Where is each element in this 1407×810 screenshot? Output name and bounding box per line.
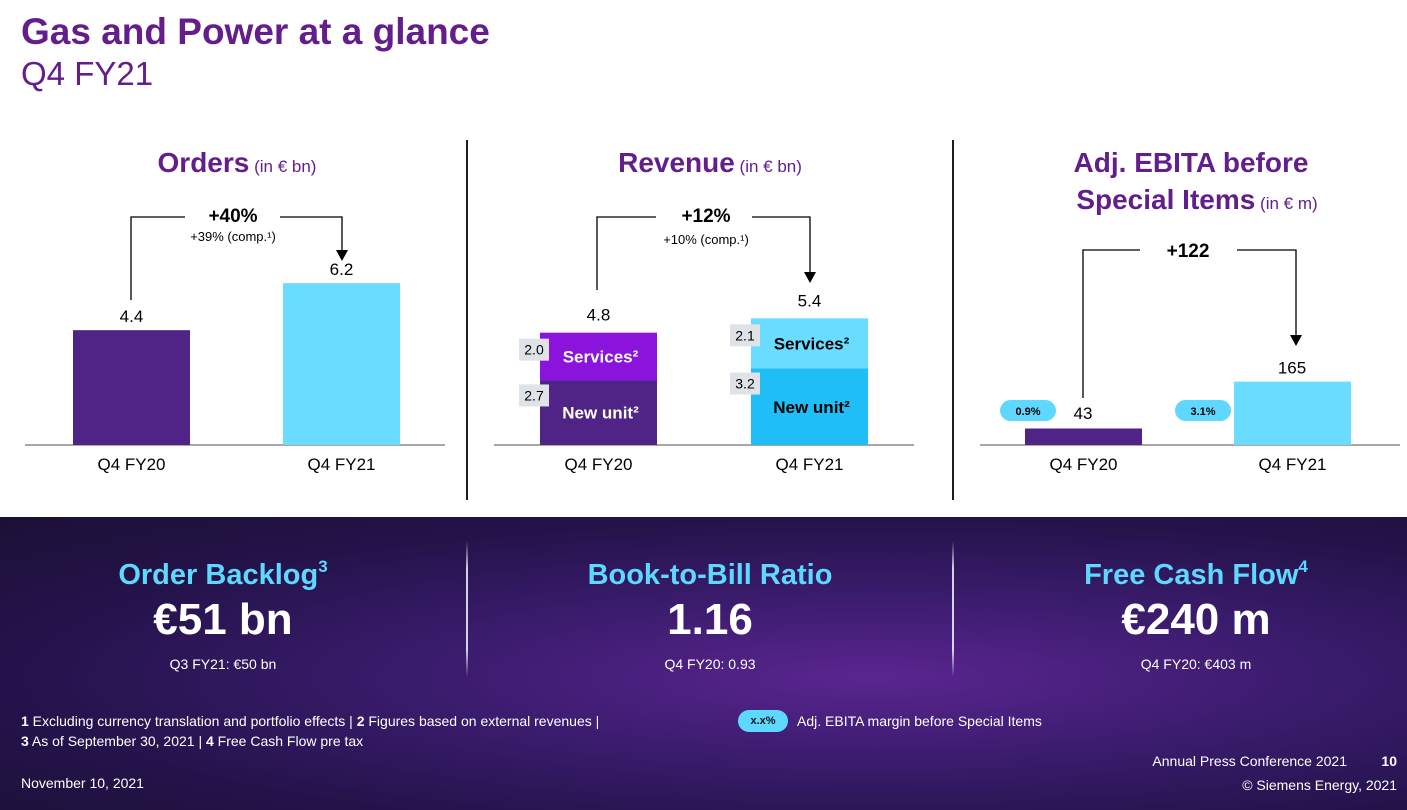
total-label: 4.8 — [587, 306, 611, 325]
segment-label: Services² — [563, 348, 639, 367]
kpi-value: €51 bn — [153, 595, 293, 644]
x-tick-label: Q4 FY20 — [97, 455, 165, 474]
margin-pill — [1175, 400, 1231, 421]
x-tick-label: Q4 FY20 — [564, 455, 632, 474]
growth-label: +12% — [681, 206, 730, 227]
segment-label: New unit² — [562, 404, 639, 423]
segment-value: 3.2 — [735, 376, 755, 392]
bar-segment-services — [540, 332, 657, 381]
segment-value: 2.7 — [524, 387, 544, 403]
page-title: Gas and Power at a glance — [21, 11, 490, 52]
margin-pill-label: 0.9% — [1015, 406, 1040, 418]
divider-1 — [466, 140, 468, 500]
kpi-divider-2 — [952, 541, 954, 677]
bar-segment-services — [751, 318, 868, 369]
bar-ebita-1 — [1234, 381, 1351, 445]
growth-sub-label: +10% (comp.¹) — [663, 232, 749, 247]
footer-conference: Annual Press Conference 2021 — [1152, 753, 1347, 769]
growth-bracket-left — [1082, 249, 1140, 398]
kpi-band: Order Backlog3 €51 bn Q3 FY21: €50 bn Bo… — [0, 517, 1407, 810]
divider-2 — [952, 140, 954, 500]
value-label: 43 — [1074, 404, 1093, 423]
growth-label: +122 — [1167, 241, 1210, 262]
bar-segment-new-unit — [751, 368, 868, 445]
kpi-title: Order Backlog3 — [118, 557, 328, 591]
segment-label: Services² — [774, 334, 850, 353]
kpi-value: 1.16 — [667, 595, 753, 644]
growth-label: +40% — [208, 206, 257, 227]
segment-value-box — [519, 384, 549, 407]
chart-title-orders: Orders (in € bn) — [158, 147, 317, 178]
page-subtitle: Q4 FY21 — [21, 55, 154, 92]
bar-segment-new-unit — [540, 380, 657, 445]
x-tick-label: Q4 FY20 — [1049, 455, 1117, 474]
growth-bracket-left — [130, 216, 185, 301]
growth-bracket-right — [752, 216, 811, 272]
footer-date: November 10, 2021 — [21, 775, 144, 791]
kpi-sub: Q4 FY20: €403 m — [1140, 656, 1252, 672]
kpi-value: €240 m — [1121, 595, 1271, 644]
value-label: 4.4 — [120, 307, 144, 326]
growth-bracket-right — [1237, 249, 1297, 335]
total-label: 5.4 — [798, 291, 822, 310]
kpi-divider-1 — [466, 541, 468, 677]
chart-title-revenue: Revenue (in € bn) — [618, 147, 802, 178]
kpi-sub: Q3 FY21: €50 bn — [169, 656, 277, 672]
kpi-free-cash-flow: Free Cash Flow4 €240 m Q4 FY20: €403 m — [966, 557, 1407, 675]
segment-value-box — [519, 338, 549, 361]
growth-arrowhead — [804, 272, 816, 283]
growth-bracket-left — [596, 216, 656, 290]
growth-arrowhead — [1290, 335, 1302, 346]
segment-value: 2.0 — [524, 342, 544, 358]
x-tick-label: Q4 FY21 — [775, 455, 843, 474]
legend-pill: x.x% — [738, 710, 788, 732]
value-label: 6.2 — [330, 260, 354, 279]
growth-arrowhead — [336, 250, 348, 261]
segment-value-box — [730, 324, 760, 347]
kpi-title: Free Cash Flow4 — [1084, 557, 1308, 591]
page-number: 10 — [1381, 753, 1397, 769]
bar-ebita-0 — [1025, 428, 1142, 445]
growth-sub-label: +39% (comp.¹) — [190, 229, 276, 244]
bar-orders-0 — [73, 330, 190, 445]
kpi-title: Book-to-Bill Ratio — [587, 559, 833, 591]
charts-area: Orders (in € bn) 4.4 Q4 FY20 6.2 Q4 FY21 +40%… — [25, 147, 1400, 474]
kpi-book-to-bill: Book-to-Bill Ratio 1.16 Q4 FY20: 0.93 — [480, 557, 940, 675]
chart-title-ebita-line2: Special Items (in € m) — [1076, 184, 1317, 215]
footnotes: 1 Excluding currency translation and por… — [21, 713, 600, 749]
chart-title-ebita-line1: Adj. EBITA before — [1074, 147, 1309, 178]
growth-bracket-right — [280, 216, 343, 250]
x-tick-label: Q4 FY21 — [307, 455, 375, 474]
legend-text: Adj. EBITA margin before Special Items — [797, 713, 1042, 729]
kpi-order-backlog: Order Backlog3 €51 bn Q3 FY21: €50 bn — [0, 557, 453, 675]
footer-copyright: © Siemens Energy, 2021 — [1242, 777, 1397, 793]
segment-value-box — [730, 372, 760, 395]
bar-orders-1 — [283, 283, 400, 445]
segment-value: 2.1 — [735, 327, 755, 343]
value-label: 165 — [1278, 359, 1306, 378]
kpi-sub: Q4 FY20: 0.93 — [664, 656, 756, 672]
margin-pill-label: 3.1% — [1190, 406, 1215, 418]
x-tick-label: Q4 FY21 — [1258, 455, 1326, 474]
margin-pill — [1000, 400, 1056, 421]
segment-label: New unit² — [773, 398, 850, 417]
